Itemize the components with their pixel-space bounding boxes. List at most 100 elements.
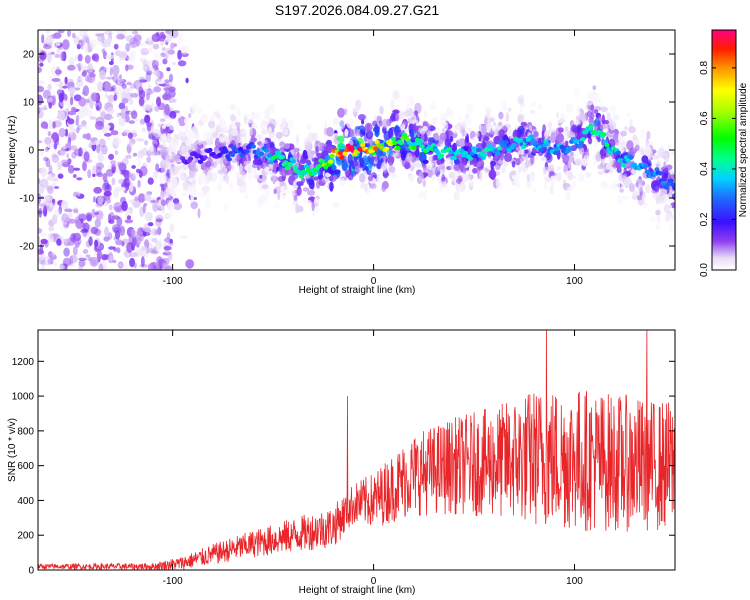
spectrogram-cell [617, 174, 624, 184]
spectrogram-cell [277, 191, 281, 201]
spectrogram-cell [107, 94, 116, 103]
x-tick-label: 100 [566, 576, 583, 587]
spectrogram-cell [97, 41, 102, 46]
spectrogram-cell [73, 167, 81, 171]
spectrogram-cell [363, 142, 371, 148]
spectrogram-cell [97, 152, 104, 163]
spectrogram-cell [608, 156, 614, 166]
spectrogram-ridge-cell [567, 146, 573, 151]
spectrogram-cell [51, 78, 61, 82]
spectrogram-cell [626, 140, 634, 151]
spectrogram-cell [173, 155, 181, 162]
spectrogram-cell [421, 162, 427, 169]
spectrogram-cell [94, 218, 102, 228]
spectrogram-cell [498, 121, 502, 126]
spectrogram-cell [78, 77, 84, 81]
spectrogram-cell [422, 120, 429, 126]
spectrogram-cell [437, 174, 442, 184]
spectrogram-cell [38, 106, 41, 115]
spectrogram-cell [94, 228, 102, 236]
spectrogram-cell [182, 152, 190, 157]
spectrogram-cell [172, 141, 179, 149]
spectrogram-ridge-cell [202, 155, 208, 160]
spectrogram-cell [167, 201, 175, 212]
spectrogram-cell [79, 30, 88, 38]
spectrogram-cell [154, 230, 159, 235]
spectrogram-cell [485, 106, 492, 115]
spectrogram-cell [164, 212, 170, 220]
spectrogram-cell [315, 145, 319, 157]
spectrogram-ridge-cell [229, 152, 236, 157]
spectrogram-cell [138, 43, 146, 47]
spectrogram-cell [616, 195, 624, 205]
spectrogram-cell [501, 165, 506, 174]
spectrogram-cell [90, 226, 99, 235]
spectrogram-cell [395, 113, 400, 122]
spectrogram-cell [114, 230, 121, 240]
y-tick-label: 1200 [12, 357, 35, 368]
x-tick-label: 0 [371, 576, 377, 587]
spectrogram-cell [113, 187, 119, 198]
spectrogram-cell [162, 58, 168, 65]
spectrogram-cell [218, 136, 225, 143]
spectrogram-cell [520, 150, 525, 156]
spectrogram-cell [670, 150, 675, 156]
spectrogram-cell [391, 114, 397, 122]
spectrogram-cell [511, 174, 519, 181]
spectrogram-cell [102, 42, 111, 48]
spectrogram-ridge-cell [373, 146, 379, 151]
spectrogram-y-axis: -20 -10 0 10 20 [20, 50, 675, 253]
spectrogram-ridge-cell [520, 144, 527, 150]
spectrogram-cell [92, 173, 96, 177]
spectrogram-cell [208, 120, 216, 129]
spectrogram-cell [222, 203, 228, 212]
spectrogram-cell [495, 177, 500, 189]
spectrogram-cell [619, 188, 624, 193]
spectrogram-cell [47, 131, 52, 137]
spectrogram-cell [106, 107, 115, 115]
spectrogram-cell [77, 124, 82, 130]
spectrogram-cell [313, 176, 319, 181]
spectrogram-cell [117, 79, 125, 82]
spectrogram-cell [311, 211, 316, 217]
spectrogram-cell [81, 71, 86, 76]
spectrogram-ridge-cell [583, 129, 589, 134]
spectrogram-cell [73, 148, 81, 156]
spectrogram-cell [376, 174, 381, 184]
spectrogram-cell [73, 208, 79, 214]
spectrogram-cell [655, 225, 660, 230]
spectrogram-cell [125, 92, 133, 101]
spectrogram-cell [331, 164, 337, 171]
spectrogram-cell [481, 124, 487, 136]
spectrogram-cell [38, 183, 45, 195]
spectrogram-cell [67, 165, 75, 174]
spectrogram-cell [419, 128, 426, 135]
spectrogram-cell [528, 147, 532, 159]
spectrogram-cell [80, 229, 89, 234]
spectrogram-cell [165, 147, 172, 152]
spectrogram-cell [63, 238, 70, 244]
spectrogram-ridge-cell [418, 138, 424, 143]
spectrogram-cell [587, 90, 595, 102]
spectrogram-cell [210, 115, 215, 122]
spectrogram-cell [390, 172, 397, 180]
spectrogram-cell [274, 201, 280, 210]
spectrogram-cell [118, 102, 126, 110]
spectrogram-cell [88, 236, 93, 247]
spectrogram-cell [58, 205, 62, 215]
spectrogram-cell [76, 177, 83, 181]
y-tick-label: 1000 [12, 392, 35, 403]
spectrogram-cell [159, 118, 166, 123]
spectrogram-cell [387, 155, 394, 162]
spectrogram-cell [279, 166, 284, 176]
spectrogram-cell [138, 193, 146, 203]
spectrogram-cell [77, 191, 81, 197]
spectrogram-cell [96, 172, 104, 177]
spectrogram-cell [189, 162, 197, 172]
spectrogram-cell [450, 144, 457, 149]
spectrogram-cell [43, 89, 51, 99]
spectrogram-ridge-cell [451, 155, 457, 161]
spectrogram-cell [305, 199, 312, 206]
spectrogram-cell [432, 154, 438, 161]
spectrogram-y-label: Frequency (Hz) [7, 116, 18, 185]
